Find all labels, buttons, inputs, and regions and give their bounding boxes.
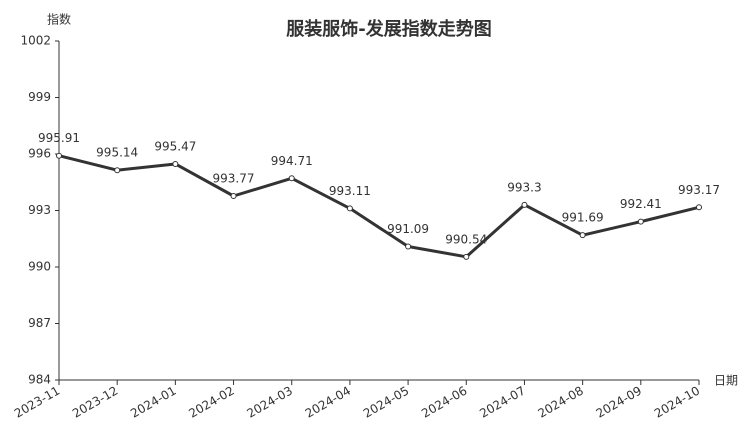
point — [405, 243, 412, 250]
data-label: 994.71 — [271, 154, 313, 168]
x-tick-label: 2023-12 — [70, 384, 120, 421]
x-tick-label: 2024-10 — [652, 384, 702, 421]
y-axis-label: 指数 — [47, 12, 71, 27]
y-tick-label: 984 — [28, 373, 51, 387]
line — [58, 154, 700, 259]
data-label: 995.91 — [38, 131, 80, 145]
point — [288, 175, 295, 182]
data-label: 993.77 — [213, 171, 255, 185]
x-tick-label: 2024-05 — [361, 384, 411, 421]
point — [346, 205, 353, 212]
data-label: 993.3 — [507, 180, 541, 194]
chart-title: 服装服饰-发展指数走势图 — [286, 18, 491, 40]
x-tick-label: 2024-02 — [186, 384, 236, 421]
x-axis-label: 日期 — [714, 374, 738, 388]
data-label: 991.69 — [562, 211, 604, 225]
y-tick-label: 993 — [28, 203, 51, 217]
data-label: 995.14 — [96, 146, 138, 160]
data-label: 993.17 — [678, 183, 720, 197]
x-tick-label: 2024-04 — [303, 384, 353, 421]
x-tick-label: 2024-09 — [594, 384, 644, 421]
y-tick-label: 1002 — [20, 34, 51, 48]
x-tick-label: 2024-07 — [477, 384, 527, 421]
point — [637, 218, 644, 225]
point — [463, 253, 470, 260]
y-tick-label: 999 — [28, 90, 51, 104]
data-label: 991.09 — [387, 222, 429, 236]
data-label: 992.41 — [620, 197, 662, 211]
data-label: 993.11 — [329, 184, 371, 198]
x-tick-label: 2024-01 — [128, 384, 178, 421]
point — [696, 204, 702, 211]
point — [521, 201, 528, 208]
point — [56, 152, 62, 159]
y-tick-label: 990 — [28, 260, 51, 274]
point — [230, 192, 237, 199]
point — [114, 167, 121, 174]
x-tick-label: 2024-08 — [535, 384, 585, 421]
data-label: 990.54 — [445, 232, 487, 246]
x-tick-label: 2024-03 — [245, 384, 295, 421]
point — [172, 160, 179, 167]
data-label: 995.47 — [154, 139, 196, 153]
y-tick-label: 987 — [28, 316, 51, 330]
x-tick-label: 2024-06 — [419, 384, 469, 421]
point — [579, 232, 586, 239]
y-tick-label: 996 — [28, 147, 51, 161]
x-tick-label: 2023-11 — [12, 384, 62, 421]
